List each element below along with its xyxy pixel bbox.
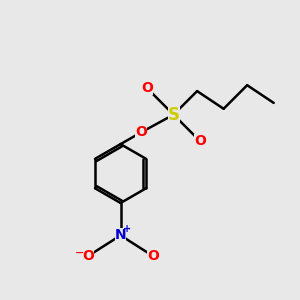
Text: +: + bbox=[123, 224, 131, 234]
Text: S: S bbox=[168, 106, 180, 124]
Text: N: N bbox=[115, 228, 126, 242]
Text: O: O bbox=[194, 134, 206, 148]
Text: O: O bbox=[135, 125, 147, 139]
Text: O: O bbox=[82, 249, 94, 263]
Text: O: O bbox=[147, 249, 159, 263]
Text: O: O bbox=[141, 81, 153, 95]
Text: −: − bbox=[75, 248, 84, 257]
